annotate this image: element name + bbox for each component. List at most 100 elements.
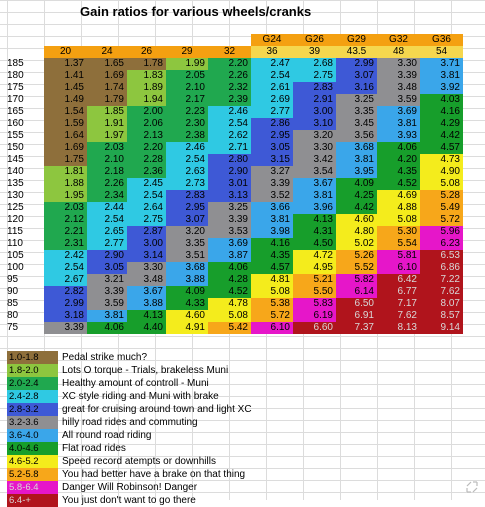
- gain-ratio-cell: 1.59: [44, 118, 87, 130]
- gain-ratio-cell: 3.81: [377, 118, 420, 130]
- gain-ratio-cell: 3.25: [208, 202, 251, 214]
- gain-ratio-cell: 6.86: [420, 262, 463, 274]
- gain-ratio-cell: 3.39: [87, 286, 127, 298]
- gain-ratio-cell: 8.07: [420, 298, 463, 310]
- gain-ratio-cell: 5.08: [208, 310, 251, 322]
- gain-ratio-cell: 3.59: [377, 94, 420, 106]
- crank-length-label: 160: [7, 118, 24, 129]
- gain-ratio-cell: 2.77: [251, 106, 293, 118]
- crank-length-label: 90: [7, 286, 19, 297]
- crank-length-label: 80: [7, 310, 19, 321]
- gain-ratio-cell: 4.42: [336, 202, 377, 214]
- gain-ratio-cell: 1.45: [44, 82, 87, 94]
- gain-ratio-cell: 5.28: [420, 190, 463, 202]
- legend-item: 5.8-6.4 Danger Will Robinson! Danger: [0, 481, 485, 494]
- gain-ratio-cell: 1.37: [44, 58, 87, 70]
- wheel-size-header: 36: [251, 46, 293, 58]
- gain-ratio-cell: 3.59: [87, 298, 127, 310]
- gain-ratio-cell: 2.54: [166, 154, 208, 166]
- legend-item: 1.0-1.8 Pedal strike much?: [0, 351, 485, 364]
- gain-ratio-cell: 5.50: [293, 286, 336, 298]
- legend-description: All round road riding: [62, 430, 152, 441]
- gain-ratio-cell: 3.68: [336, 142, 377, 154]
- gain-ratio-cell: 3.25: [336, 94, 377, 106]
- gain-ratio-cell: 2.32: [208, 82, 251, 94]
- gain-ratio-cell: 3.81: [251, 214, 293, 226]
- gain-ratio-cell: 3.88: [127, 298, 166, 310]
- gain-ratio-cell: 6.77: [377, 286, 420, 298]
- gain-ratio-cell: 4.50: [293, 238, 336, 250]
- gain-ratio-cell: 2.82: [44, 286, 87, 298]
- gain-ratio-cell: 5.72: [251, 310, 293, 322]
- gain-ratio-cell: 3.42: [293, 154, 336, 166]
- gain-ratio-cell: 5.81: [377, 250, 420, 262]
- gain-ratio-cell: 1.89: [127, 82, 166, 94]
- gain-ratio-cell: 4.25: [336, 190, 377, 202]
- gain-ratio-cell: 2.47: [251, 58, 293, 70]
- gain-ratio-cell: 3.93: [377, 130, 420, 142]
- gain-ratio-cell: 4.09: [166, 286, 208, 298]
- legend-range-swatch: 3.2-3.6: [7, 416, 58, 429]
- gain-ratio-cell: 3.20: [166, 226, 208, 238]
- crank-length-label: 110: [7, 238, 23, 249]
- gain-ratio-cell: 1.74: [87, 82, 127, 94]
- gain-ratio-cell: 6.14: [336, 286, 377, 298]
- gain-ratio-cell: 2.30: [166, 118, 208, 130]
- legend-range-swatch: 2.8-3.2: [7, 403, 58, 416]
- gain-ratio-cell: 5.54: [377, 238, 420, 250]
- gain-ratio-cell: 6.10: [251, 322, 293, 334]
- gain-ratio-cell: 2.05: [166, 70, 208, 82]
- legend-description: hilly road rides and commuting: [62, 417, 198, 428]
- gain-ratio-cell: 2.91: [293, 94, 336, 106]
- gain-ratio-cell: 4.13: [127, 310, 166, 322]
- crank-length-label: 175: [7, 82, 24, 93]
- legend-description: Healthy amount of controll - Muni: [62, 378, 209, 389]
- crank-length-label: 170: [7, 94, 24, 105]
- gain-ratio-cell: 6.23: [420, 238, 463, 250]
- legend-item: 2.0-2.4 Healthy amount of controll - Muni: [0, 377, 485, 390]
- gain-ratio-cell: 2.06: [127, 118, 166, 130]
- crank-length-label: 115: [7, 226, 23, 237]
- gain-ratio-cell: 4.13: [293, 214, 336, 226]
- legend-item: 3.2-3.6 hilly road rides and commuting: [0, 416, 485, 429]
- gain-ratio-cell: 3.05: [87, 262, 127, 274]
- wheel-size-header: 54: [420, 46, 463, 58]
- legend-description: Lots O torque - Trials, brakeless Muni: [62, 365, 229, 376]
- wheel-size-header: 20: [44, 46, 87, 58]
- gain-ratio-cell: 2.12: [44, 214, 87, 226]
- gain-ratio-cell: 2.00: [127, 106, 166, 118]
- gain-ratio-cell: 3.48: [377, 82, 420, 94]
- gain-ratio-cell: 3.87: [208, 250, 251, 262]
- gain-ratio-cell: 3.54: [293, 166, 336, 178]
- gain-ratio-cell: 4.42: [420, 130, 463, 142]
- gain-ratio-cell: 2.87: [127, 226, 166, 238]
- gain-ratio-cell: 3.67: [293, 178, 336, 190]
- gain-ratio-cell: 4.52: [377, 178, 420, 190]
- gain-ratio-cell: 2.17: [166, 94, 208, 106]
- gain-ratio-cell: 2.64: [127, 202, 166, 214]
- gain-ratio-cell: 4.31: [293, 226, 336, 238]
- crank-length-label: 135: [7, 178, 24, 189]
- gain-ratio-cell: 3.30: [293, 142, 336, 154]
- gain-ratio-cell: 2.26: [208, 70, 251, 82]
- gain-ratio-cell: 4.35: [251, 250, 293, 262]
- gain-ratio-cell: 3.00: [293, 106, 336, 118]
- gain-ratio-cell: 3.35: [336, 106, 377, 118]
- gain-ratio-cell: 4.06: [208, 262, 251, 274]
- gain-ratio-cell: 2.90: [87, 250, 127, 262]
- gain-ratio-cell: 3.39: [251, 178, 293, 190]
- gain-ratio-cell: 4.16: [251, 238, 293, 250]
- gain-ratio-cell: 3.07: [336, 70, 377, 82]
- crank-length-label: 120: [7, 214, 24, 225]
- gain-ratio-cell: 8.57: [420, 310, 463, 322]
- gain-ratio-cell: 2.69: [251, 94, 293, 106]
- gain-ratio-cell: 4.60: [166, 310, 208, 322]
- gain-ratio-cell: 2.68: [293, 58, 336, 70]
- crank-length-label: 145: [7, 154, 24, 165]
- gain-ratio-cell: 4.80: [336, 226, 377, 238]
- gain-ratio-cell: 4.73: [420, 154, 463, 166]
- gain-ratio-cell: 2.38: [166, 130, 208, 142]
- legend-description: Danger Will Robinson! Danger: [62, 482, 198, 493]
- resize-handle-icon[interactable]: [465, 480, 479, 494]
